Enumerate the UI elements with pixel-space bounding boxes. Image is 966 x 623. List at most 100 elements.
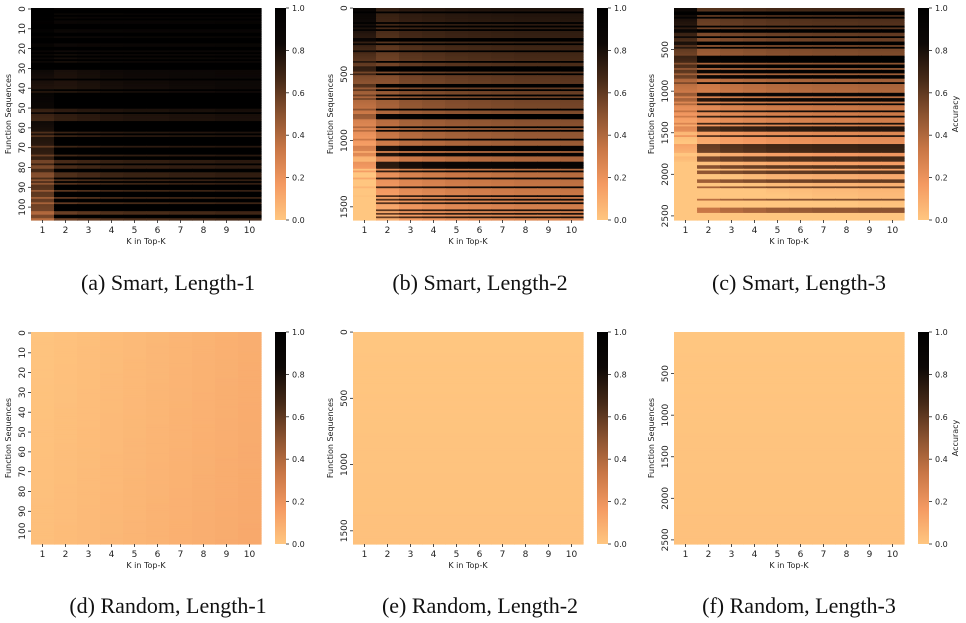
heatmap-cell — [146, 38, 170, 41]
heatmap-cell — [835, 83, 859, 87]
heatmap-cell — [146, 468, 170, 471]
heatmap-cell — [422, 78, 446, 82]
heatmap-cell — [169, 147, 193, 150]
heatmap-cell — [376, 161, 400, 165]
heatmap-cell — [789, 131, 813, 135]
heatmap-cell — [697, 62, 721, 66]
heatmap-cell — [169, 138, 193, 142]
heatmap-cell — [743, 197, 767, 200]
heatmap-cell — [835, 124, 859, 127]
heatmap-cell — [491, 145, 515, 149]
heatmap-cell — [238, 11, 262, 14]
heatmap-cell — [743, 78, 767, 82]
heatmap-cell — [192, 363, 216, 367]
heatmap-cell — [192, 168, 216, 172]
heatmap-cell — [468, 147, 492, 150]
heatmap-cell — [54, 82, 78, 85]
heatmap-cell — [100, 494, 124, 497]
heatmap-cell — [445, 121, 469, 124]
x-axis-label: K in Top-K — [769, 237, 809, 246]
heatmap-cell — [215, 422, 239, 425]
heatmap-cell — [881, 165, 905, 168]
heatmap-cell — [812, 122, 836, 126]
heatmap-cell — [146, 432, 170, 436]
heatmap-cell — [674, 204, 698, 207]
heatmap-cell — [697, 15, 721, 18]
heatmap-cell — [674, 53, 698, 57]
heatmap-cell — [835, 50, 859, 53]
heatmap-cell — [169, 87, 193, 90]
heatmap-cell — [743, 55, 767, 59]
heatmap-cell — [123, 136, 147, 140]
heatmap-cell — [123, 18, 147, 21]
heatmap-cell — [560, 27, 584, 30]
heatmap-cell — [31, 98, 55, 101]
heatmap-cell — [812, 34, 836, 37]
heatmap-cell — [858, 46, 882, 50]
heatmap-cell — [743, 124, 767, 127]
heatmap-cell — [31, 149, 55, 152]
heatmap-cell — [353, 71, 377, 74]
heatmap-cell — [100, 191, 124, 195]
heatmap-cell — [399, 115, 423, 119]
heatmap-cell — [77, 124, 101, 127]
heatmap-cell — [31, 27, 55, 30]
heatmap-cell — [789, 212, 813, 216]
heatmap-cell — [123, 115, 147, 119]
heatmap-cell — [835, 216, 859, 219]
heatmap-cell — [491, 119, 515, 122]
heatmap-cell — [720, 92, 744, 96]
heatmap-cell — [858, 53, 882, 57]
heatmap-cell — [399, 92, 423, 96]
heatmap-cell — [697, 122, 721, 126]
heatmap-cell — [353, 191, 377, 195]
heatmap-cell — [491, 36, 515, 39]
heatmap-cell — [353, 165, 377, 168]
heatmap-cell — [720, 62, 744, 66]
y-tick-label: 1500 — [340, 195, 350, 218]
heatmap-cell — [514, 112, 538, 115]
heatmap-cell — [77, 91, 101, 94]
heatmap-cell — [720, 204, 744, 207]
heatmap-cell — [858, 122, 882, 126]
heatmap-cell — [514, 177, 538, 180]
heatmap-cell — [399, 186, 423, 189]
heatmap-cell — [31, 413, 55, 416]
heatmap-cell — [192, 441, 216, 444]
heatmap-cell — [77, 75, 101, 78]
heatmap-cell — [468, 117, 492, 120]
heatmap-cell — [399, 50, 423, 53]
heatmap-cell — [169, 475, 193, 478]
heatmap-cell — [422, 214, 446, 218]
colorbar-tick-label: 0.8 — [292, 46, 305, 55]
heatmap-cell — [100, 197, 124, 200]
heatmap-cell — [445, 43, 469, 46]
heatmap-cell — [835, 197, 859, 200]
heatmap-cell — [215, 161, 239, 165]
heatmap-cell — [491, 78, 515, 82]
heatmap-cell — [238, 339, 262, 342]
heatmap-cell — [54, 87, 78, 90]
heatmap-cell — [192, 214, 216, 218]
heatmap-cell — [215, 342, 239, 345]
heatmap-cell — [422, 136, 446, 140]
heatmap-cell — [445, 140, 469, 143]
heatmap-cell — [77, 480, 101, 483]
heatmap-cell — [77, 55, 101, 59]
heatmap-cell — [215, 337, 239, 340]
heatmap-cell — [215, 478, 239, 481]
heatmap-cell — [537, 87, 561, 90]
heatmap-cell — [215, 476, 239, 480]
heatmap-cell — [514, 122, 538, 126]
heatmap-cell — [169, 491, 193, 494]
heatmap-cell — [192, 439, 216, 443]
heatmap-cell — [123, 492, 147, 496]
heatmap-cell — [720, 114, 744, 117]
heatmap-cell — [169, 128, 193, 131]
heatmap-cell — [881, 91, 905, 94]
heatmap-cell — [560, 15, 584, 18]
heatmap-cell — [789, 186, 813, 189]
y-axis-label: Function Sequences — [647, 74, 656, 154]
heatmap-cell — [54, 422, 78, 425]
heatmap-cell — [77, 99, 101, 103]
